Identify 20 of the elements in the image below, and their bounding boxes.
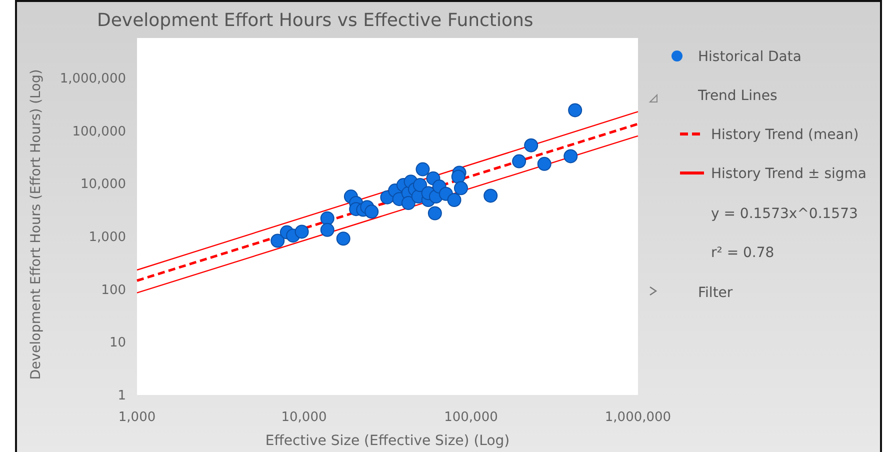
- y-tick-label: 10: [109, 336, 126, 351]
- x-tick-label: 10,000: [281, 410, 327, 425]
- y-tick-label: 100: [101, 282, 126, 298]
- y-axis-title: Development Effort Hours (Effort Hours) (Log): [28, 69, 44, 380]
- y-tick-label: 10,000: [80, 177, 126, 192]
- x-tick-label: 100,000: [444, 410, 498, 425]
- x-axis-title: Effective Size (Effective Size) (Log): [265, 433, 510, 449]
- text: Trend Lines: [697, 88, 778, 104]
- text: Filter: [698, 285, 733, 301]
- y-tick-label: 100,000: [72, 124, 126, 140]
- text: r² = 0.78: [711, 245, 774, 261]
- y-tick-label: 1,000: [88, 230, 126, 245]
- x-tick-label: 1,000,000: [604, 410, 672, 425]
- legend-label: History Trend (mean): [711, 127, 859, 143]
- legend-label: Historical Data: [698, 49, 802, 65]
- text: y = 0.1573x^0.1573: [711, 206, 858, 222]
- y-tick-label: 1,000,000: [60, 71, 126, 86]
- chart-title: Development Effort Hours vs Effective Functions: [97, 10, 534, 31]
- y-tick-label: 1: [118, 388, 126, 404]
- legend-label: History Trend ± sigma: [711, 166, 866, 182]
